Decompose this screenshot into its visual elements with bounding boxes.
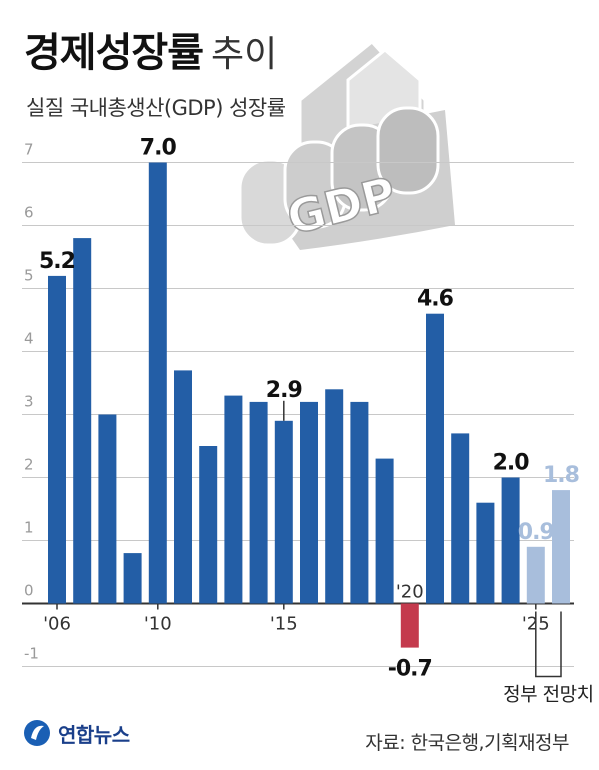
data-label: 7.0: [140, 136, 177, 161]
x-tick-label: '06: [43, 614, 71, 635]
x-tick-label: '15: [270, 614, 298, 635]
bar-2010: [148, 162, 167, 604]
y-tick-label: 7: [24, 141, 34, 159]
chart-subtitle: 실질 국내총생산(GDP) 성장률: [26, 96, 286, 120]
projection-bracket: [535, 611, 562, 678]
data-label: 1.8: [543, 463, 579, 488]
y-tick-label: 2: [24, 456, 34, 474]
chart-title-suffix: 추이: [211, 34, 278, 75]
chart-title: 경제성장률: [24, 30, 204, 76]
y-tick-label: 4: [24, 330, 34, 348]
bar-2024: [501, 477, 520, 604]
projection-label: 정부 전망치: [503, 684, 593, 706]
bar-2006: [48, 275, 66, 604]
bar-2012: [199, 446, 218, 604]
bar-2013: [224, 395, 243, 604]
y-tick-label: 6: [24, 204, 34, 222]
bar-2009: [123, 553, 142, 604]
yonhap-logo-icon: [24, 720, 50, 746]
data-label: 2.0: [493, 451, 530, 476]
x-tick-label: '20: [396, 582, 424, 603]
bar-2011: [174, 370, 192, 604]
data-label: -0.7: [388, 657, 432, 682]
bar-2007: [73, 238, 92, 604]
data-label: 2.9: [266, 378, 302, 403]
bar-2019: [375, 458, 394, 604]
logo-text: 연합뉴스: [58, 722, 130, 747]
bar-2025: [526, 546, 545, 604]
y-tick-label: 1: [24, 519, 34, 537]
bar-2022: [451, 433, 470, 604]
gdp-arrow-graphic-icon: GDP: [238, 39, 455, 250]
y-tick-label: 0: [24, 582, 34, 600]
bar-2014: [249, 401, 268, 604]
data-label: 4.6: [417, 287, 454, 312]
bar-2026: [552, 490, 570, 604]
y-tick-label: -1: [24, 645, 39, 663]
title-block: 경제성장률 추이: [24, 20, 277, 78]
data-label: 0.9: [518, 520, 554, 545]
bar-2008: [98, 414, 117, 604]
y-tick-label: 5: [24, 267, 34, 285]
bar-2023: [476, 502, 495, 604]
logo: 연합뉴스: [22, 718, 130, 748]
bar-layer: [48, 162, 570, 648]
label-layer: '06'10'15'20'255.27.02.9-0.74.62.00.91.8…: [39, 136, 594, 706]
bar-2015: [274, 420, 293, 604]
bar-2020: [400, 603, 419, 648]
bar-2018: [350, 401, 369, 604]
x-tick-label: '10: [144, 614, 172, 635]
bar-2017: [325, 389, 344, 604]
bar-2021: [426, 313, 444, 604]
source-note: 자료: 한국은행,기획재정부: [365, 732, 569, 754]
y-tick-label: 3: [24, 393, 34, 411]
data-label: 5.2: [39, 249, 75, 274]
bar-2016: [300, 401, 318, 604]
